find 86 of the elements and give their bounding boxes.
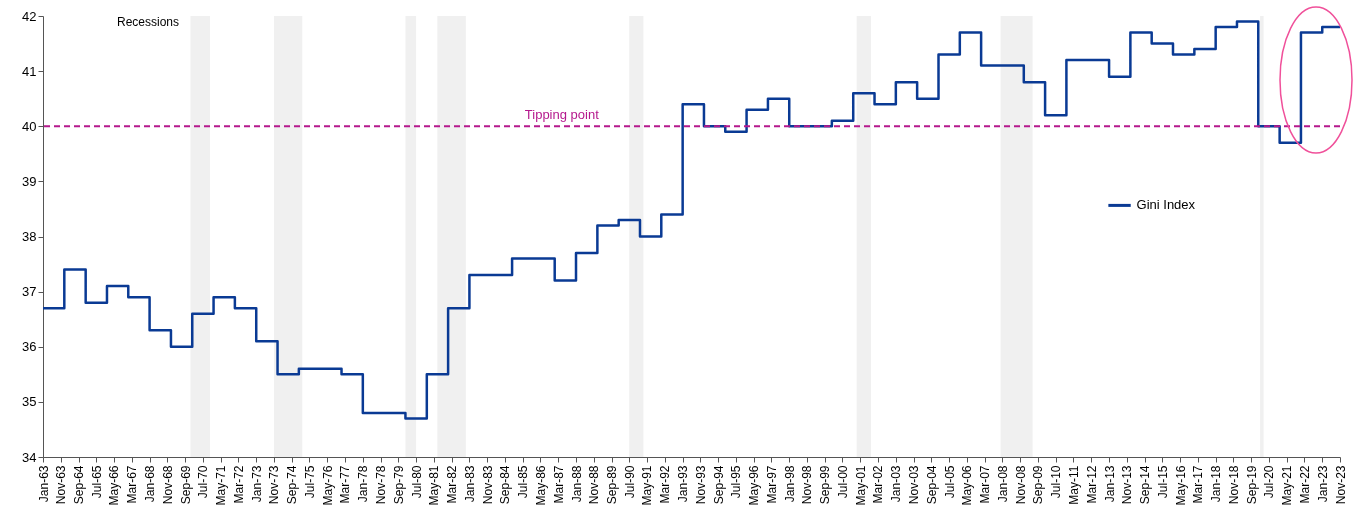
x-tick-label: Sep-74 bbox=[285, 465, 300, 505]
ref-line-label: Tipping point bbox=[524, 107, 600, 123]
x-tick-label: Sep-89 bbox=[605, 465, 620, 505]
y-tick-label: 36 bbox=[22, 339, 37, 355]
x-tick-label: Nov-98 bbox=[800, 465, 815, 505]
x-tick-label: Nov-23 bbox=[1333, 465, 1348, 505]
x-tick-label: May-21 bbox=[1280, 465, 1295, 506]
x-tick-label: Mar-22 bbox=[1297, 465, 1312, 504]
x-tick-label: May-71 bbox=[214, 465, 229, 506]
x-tick-label: Jan-88 bbox=[569, 465, 584, 503]
x-tick-label: Nov-83 bbox=[480, 465, 495, 505]
x-tick-label: May-06 bbox=[960, 465, 975, 506]
x-tick-label: Nov-63 bbox=[54, 465, 69, 505]
x-tick-label: Jan-98 bbox=[782, 465, 797, 503]
y-tick-label: 42 bbox=[22, 8, 37, 24]
x-tick-label: May-86 bbox=[533, 465, 548, 506]
x-tick-label: Jan-73 bbox=[249, 465, 264, 503]
x-tick-label: May-96 bbox=[747, 465, 762, 506]
y-tick-label: 35 bbox=[22, 394, 37, 410]
x-tick-label: Sep-99 bbox=[818, 465, 833, 505]
x-tick-label: Mar-02 bbox=[871, 465, 886, 504]
x-tick-label: Sep-04 bbox=[924, 465, 939, 505]
x-tick-label: Sep-19 bbox=[1244, 465, 1259, 505]
legend-label: Gini Index bbox=[1136, 197, 1196, 213]
x-tick-label: Jul-85 bbox=[516, 465, 531, 499]
x-tick-label: May-16 bbox=[1173, 465, 1188, 506]
x-tick-label: Jul-15 bbox=[1155, 465, 1170, 499]
x-tick-label: Jan-13 bbox=[1102, 465, 1117, 503]
x-tick-label: Jan-93 bbox=[676, 465, 691, 503]
y-tick-label: 34 bbox=[22, 449, 37, 465]
x-tick-label: Jan-63 bbox=[36, 465, 51, 503]
x-tick-label: Mar-77 bbox=[338, 465, 353, 504]
x-tick-label: Nov-18 bbox=[1226, 465, 1241, 505]
x-tick-label: Jan-78 bbox=[356, 465, 371, 503]
x-tick-label: Jul-75 bbox=[302, 465, 317, 499]
x-tick-label: Mar-67 bbox=[125, 465, 140, 504]
x-tick-label: Jul-65 bbox=[89, 465, 104, 499]
x-tick-label: May-01 bbox=[853, 465, 868, 506]
x-tick-label: Mar-87 bbox=[551, 465, 566, 504]
x-tick-label: Mar-92 bbox=[658, 465, 673, 504]
y-tick-label: 39 bbox=[22, 173, 37, 189]
x-tick-label: Nov-13 bbox=[1120, 465, 1135, 505]
x-tick-label: Sep-94 bbox=[711, 465, 726, 505]
x-tick-label: Nov-73 bbox=[267, 465, 282, 505]
x-tick-label: Sep-69 bbox=[178, 465, 193, 505]
x-tick-label: Mar-72 bbox=[231, 465, 246, 504]
x-tick-label: Nov-03 bbox=[907, 465, 922, 505]
x-tick-label: Jan-83 bbox=[462, 465, 477, 503]
x-tick-label: May-76 bbox=[320, 465, 335, 506]
x-tick-label: Mar-07 bbox=[978, 465, 993, 504]
x-tick-label: Jan-23 bbox=[1315, 465, 1330, 503]
y-tick-label: 37 bbox=[22, 284, 37, 300]
annotation: Recessions bbox=[117, 15, 180, 29]
y-tick-label: 40 bbox=[22, 118, 37, 134]
x-tick-label: Jul-10 bbox=[1049, 465, 1064, 499]
x-tick-label: Sep-09 bbox=[1031, 465, 1046, 505]
x-tick-label: Nov-68 bbox=[160, 465, 175, 505]
x-tick-label: Jan-08 bbox=[995, 465, 1010, 503]
x-tick-label: Jul-80 bbox=[409, 465, 424, 499]
y-tick-label: 38 bbox=[22, 229, 37, 244]
x-tick-label: Sep-64 bbox=[72, 465, 87, 505]
x-tick-label: Sep-84 bbox=[498, 465, 513, 505]
x-tick-label: Jul-70 bbox=[196, 465, 211, 499]
y-tick-label: 41 bbox=[22, 63, 37, 79]
x-tick-label: Nov-93 bbox=[693, 465, 708, 505]
x-tick-label: Nov-08 bbox=[1013, 465, 1028, 505]
x-tick-label: Sep-79 bbox=[391, 465, 406, 505]
x-tick-label: Mar-17 bbox=[1191, 465, 1206, 504]
x-tick-label: Sep-14 bbox=[1138, 465, 1153, 505]
x-tick-label: May-11 bbox=[1066, 465, 1081, 505]
x-tick-label: Mar-97 bbox=[764, 465, 779, 504]
x-tick-label: Jul-05 bbox=[942, 465, 957, 499]
x-tick-label: May-81 bbox=[427, 465, 442, 506]
x-tick-label: Jul-90 bbox=[622, 465, 637, 499]
x-tick-label: Jul-00 bbox=[835, 465, 850, 499]
x-tick-label: Mar-12 bbox=[1084, 465, 1099, 504]
x-tick-label: Jan-03 bbox=[889, 465, 904, 503]
x-tick-label: Jul-95 bbox=[729, 465, 744, 499]
x-tick-label: May-91 bbox=[640, 465, 655, 506]
x-tick-label: Jan-18 bbox=[1209, 465, 1224, 503]
x-tick-label: Jan-68 bbox=[143, 465, 158, 503]
x-tick-label: Nov-78 bbox=[374, 465, 389, 505]
x-tick-label: Mar-82 bbox=[445, 465, 460, 504]
x-tick-label: Jul-20 bbox=[1262, 465, 1277, 499]
x-tick-label: May-66 bbox=[107, 465, 122, 506]
x-tick-label: Nov-88 bbox=[587, 465, 602, 505]
